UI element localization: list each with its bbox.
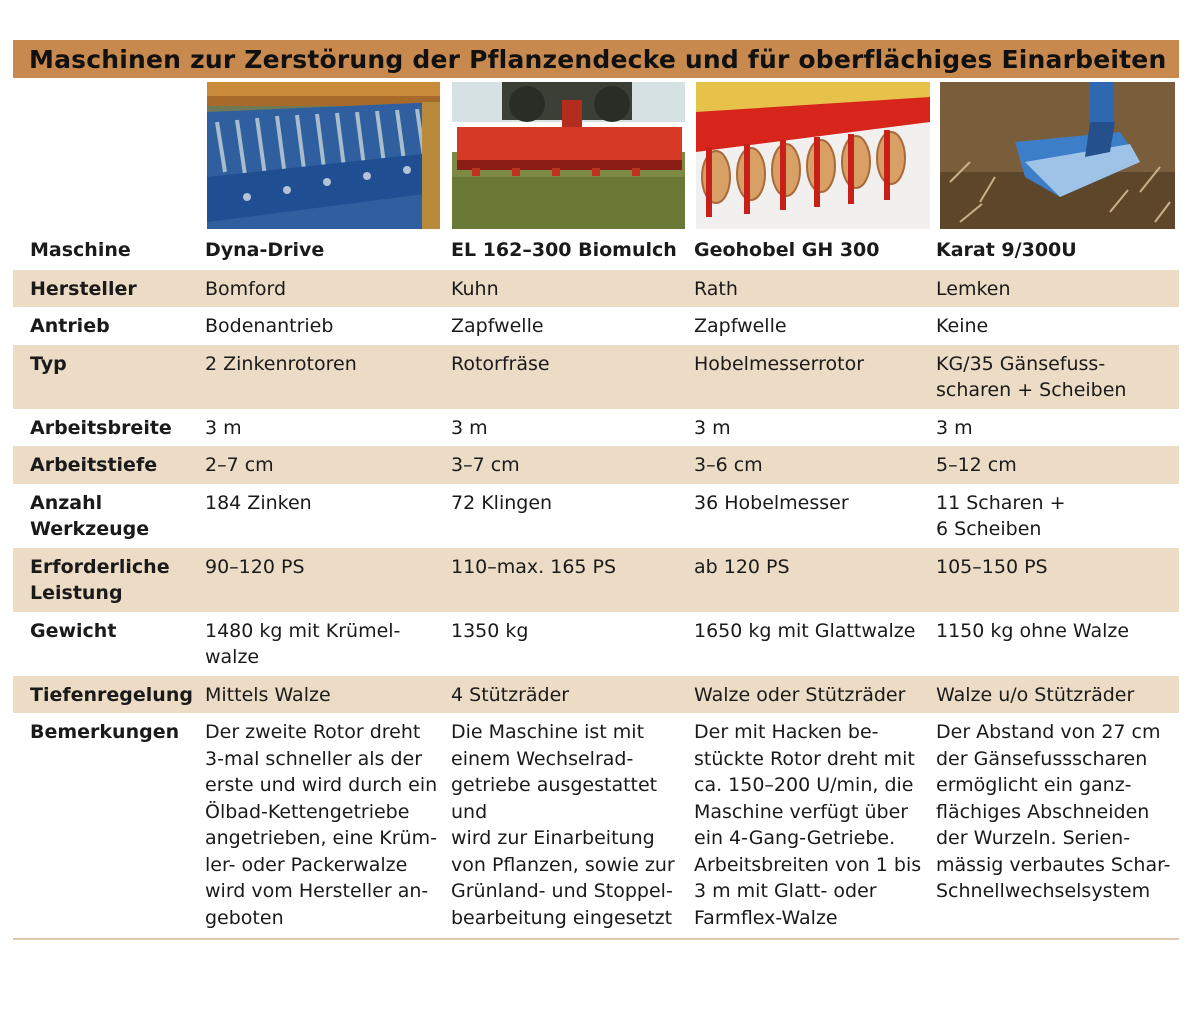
table-cell: 110–max. 165 PS (445, 547, 688, 612)
table-cell: 1650 kg mit Glattwalze (694, 619, 916, 642)
table-cell: 1150 kg ohne Walze (936, 619, 1130, 642)
table-cell: KG/35 Gänsefuss-scharen + Scheiben (930, 344, 1179, 409)
table-cell: Keine (936, 315, 989, 337)
row-label: Bemerkungen (30, 721, 180, 743)
table-cell: Die Maschine ist mit einem Wechselrad-get… (451, 721, 675, 929)
table-row: Bemerkungen Der zweite Rotor dreht 3-mal s… (13, 713, 1179, 936)
table-cell: 36 Hobelmesser (694, 491, 849, 514)
table-cell: 3 m (936, 416, 973, 439)
table-cell: 1480 kg mit Krümel-walze (205, 619, 401, 669)
table-cell: Zapfwelle (694, 315, 787, 337)
table-cell: 72 Klingen (451, 491, 553, 514)
page-title: Maschinen zur Zerstörung der Pflanzendec… (29, 44, 1167, 74)
table-row: Arbeitsbreite 3 m 3 m 3 m 3 m (13, 409, 1179, 447)
row-label: Hersteller (13, 269, 199, 307)
table-row: Anzahl Werkzeuge 184 Zinken 72 Klingen 36 Ho… (13, 484, 1179, 548)
table-row: Typ 2 Zinkenrotoren Rotorfräse Hobelmesserr… (13, 344, 1179, 409)
row-label: Tiefenregelung (13, 675, 199, 713)
table-cell: Der Abstand von 27 cm der Gänsefussschare… (936, 721, 1171, 902)
rotor-tine-machine-photo (207, 82, 440, 229)
table-cell: Rath (688, 269, 930, 307)
table-cell: 11 Scharen +6 Scheiben (936, 491, 1066, 541)
table-row: Erforderliche Leistung 90–120 PS 110–max. 1… (13, 547, 1179, 612)
table-cell: Zapfwelle (451, 315, 544, 337)
table-cell: 3–6 cm (688, 446, 930, 484)
row-label: Arbeitstiefe (13, 446, 199, 484)
table-cell: EL 162–300 Biomulch (451, 239, 677, 261)
table-cell: Bomford (199, 269, 445, 307)
table-row: Antrieb Bodenantrieb Zapfwelle Zapfwelle Kei… (13, 307, 1179, 345)
table-row: Tiefenregelung Mittels Walze 4 Stützräder W… (13, 675, 1179, 713)
row-label: Arbeitsbreite (30, 416, 172, 439)
table-cell: 3 m (205, 416, 242, 439)
row-label: Gewicht (30, 619, 117, 642)
row-label: Antrieb (30, 315, 110, 337)
bottom-rule (13, 938, 1179, 940)
table-row: Hersteller Bomford Kuhn Rath Lemken (13, 269, 1179, 307)
table-cell: 184 Zinken (205, 491, 312, 514)
table-cell: Walze oder Stützräder (688, 675, 930, 713)
table-cell: 3 m (694, 416, 731, 439)
table-cell: Karat 9/300U (936, 239, 1077, 261)
table-cell: Mittels Walze (199, 675, 445, 713)
table-cell: Der zweite Rotor dreht 3-mal schneller al… (205, 721, 438, 929)
row-label: Maschine (30, 239, 131, 261)
table-cell: 2 Zinkenrotoren (199, 344, 445, 409)
table-cell: 105–150 PS (930, 547, 1179, 612)
table-cell: Der mit Hacken be-stückte Rotor dreht mi… (694, 721, 922, 929)
table-cell: 90–120 PS (199, 547, 445, 612)
table-cell: Kuhn (445, 269, 688, 307)
photo-strip (13, 78, 1179, 233)
title-bar: Maschinen zur Zerstörung der Pflanzendec… (13, 40, 1179, 78)
table-cell: Lemken (930, 269, 1179, 307)
table-row: Arbeitstiefe 2–7 cm 3–7 cm 3–6 cm 5–12 cm (13, 446, 1179, 484)
table-cell: 2–7 cm (199, 446, 445, 484)
rotary-tiller-photo (452, 82, 685, 229)
goosefoot-share-photo (940, 82, 1175, 229)
table-cell: 1350 kg (451, 619, 529, 642)
table-cell: Bodenantrieb (205, 315, 334, 337)
table-cell: Dyna-Drive (205, 239, 325, 261)
table-row: Gewicht 1480 kg mit Krümel-walze 1350 kg 16… (13, 612, 1179, 676)
row-label: Typ (13, 344, 199, 409)
row-label: Anzahl Werkzeuge (30, 491, 150, 541)
table-cell: ab 120 PS (688, 547, 930, 612)
spec-table-panel: Maschinen zur Zerstörung der Pflanzendec… (13, 40, 1179, 940)
table-cell: 3–7 cm (445, 446, 688, 484)
row-label: Erforderliche Leistung (13, 547, 199, 612)
table-cell: Rotorfräse (445, 344, 688, 409)
table-cell: 5–12 cm (930, 446, 1179, 484)
spec-table: Maschine Dyna-Drive EL 162–300 Biomulch Geo… (13, 233, 1179, 936)
table-cell: Geohobel GH 300 (694, 239, 880, 261)
table-row: Maschine Dyna-Drive EL 162–300 Biomulch Geo… (13, 233, 1179, 270)
table-cell: Walze u/o Stützräder (930, 675, 1179, 713)
table-cell: 3 m (451, 416, 488, 439)
planer-rotor-photo (696, 82, 930, 229)
table-cell: 4 Stützräder (445, 675, 688, 713)
table-cell: Hobelmesserrotor (688, 344, 930, 409)
